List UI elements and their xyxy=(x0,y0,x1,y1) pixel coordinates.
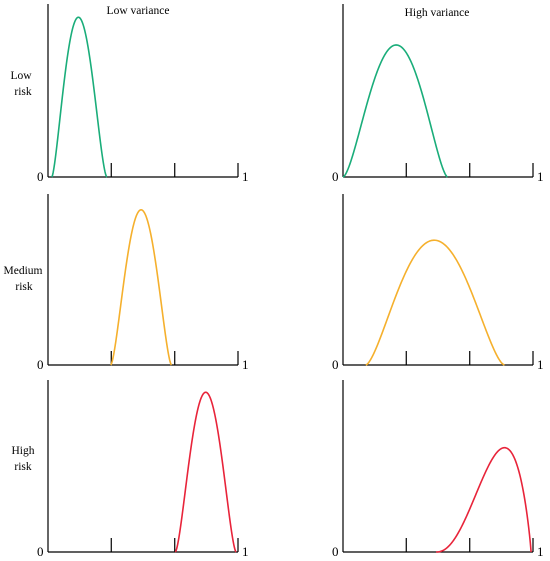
row-label-low-line2: risk xyxy=(14,86,32,98)
panel-r2-c1-label-1: 1 xyxy=(537,544,544,559)
curve-medium-risk-low-variance xyxy=(110,209,173,366)
panel-grid: 0 1 0 1 0 1 0 1 0 1 0 1 xyxy=(37,4,544,559)
col-header-low-variance: Low variance xyxy=(107,5,170,17)
panel-r0-c1-label-0: 0 xyxy=(332,169,339,184)
panel-r2-c0-label-1: 1 xyxy=(242,544,249,559)
curve-high-risk-low-variance xyxy=(174,391,237,553)
panel-r0-c0-label-0: 0 xyxy=(37,169,44,184)
col-header-high-variance: High variance xyxy=(405,7,470,19)
panel-r2-c1-label-0: 0 xyxy=(332,544,339,559)
curve-low-risk-low-variance xyxy=(51,16,108,178)
panel-r1-c0-label-0: 0 xyxy=(37,357,44,372)
row-label-medium-line1: Medium xyxy=(4,265,43,277)
curve-high-risk-high-variance xyxy=(436,446,532,553)
curve-medium-risk-high-variance xyxy=(365,239,505,366)
panel-r1-c0-label-1: 1 xyxy=(242,357,249,372)
panel-r2-c0-label-0: 0 xyxy=(37,544,44,559)
panel-r1-c1-label-1: 1 xyxy=(537,357,544,372)
row-label-medium-line2: risk xyxy=(15,281,33,293)
row-label-high-line2: risk xyxy=(14,461,32,473)
panel-r0-c0-label-1: 1 xyxy=(242,169,249,184)
row-label-high-line1: High xyxy=(12,445,35,457)
panel-r1-c1-label-0: 0 xyxy=(332,357,339,372)
curve-low-risk-high-variance xyxy=(342,44,448,178)
panel-r0-c1-label-1: 1 xyxy=(537,169,544,184)
row-label-low-line1: Low xyxy=(10,70,32,82)
